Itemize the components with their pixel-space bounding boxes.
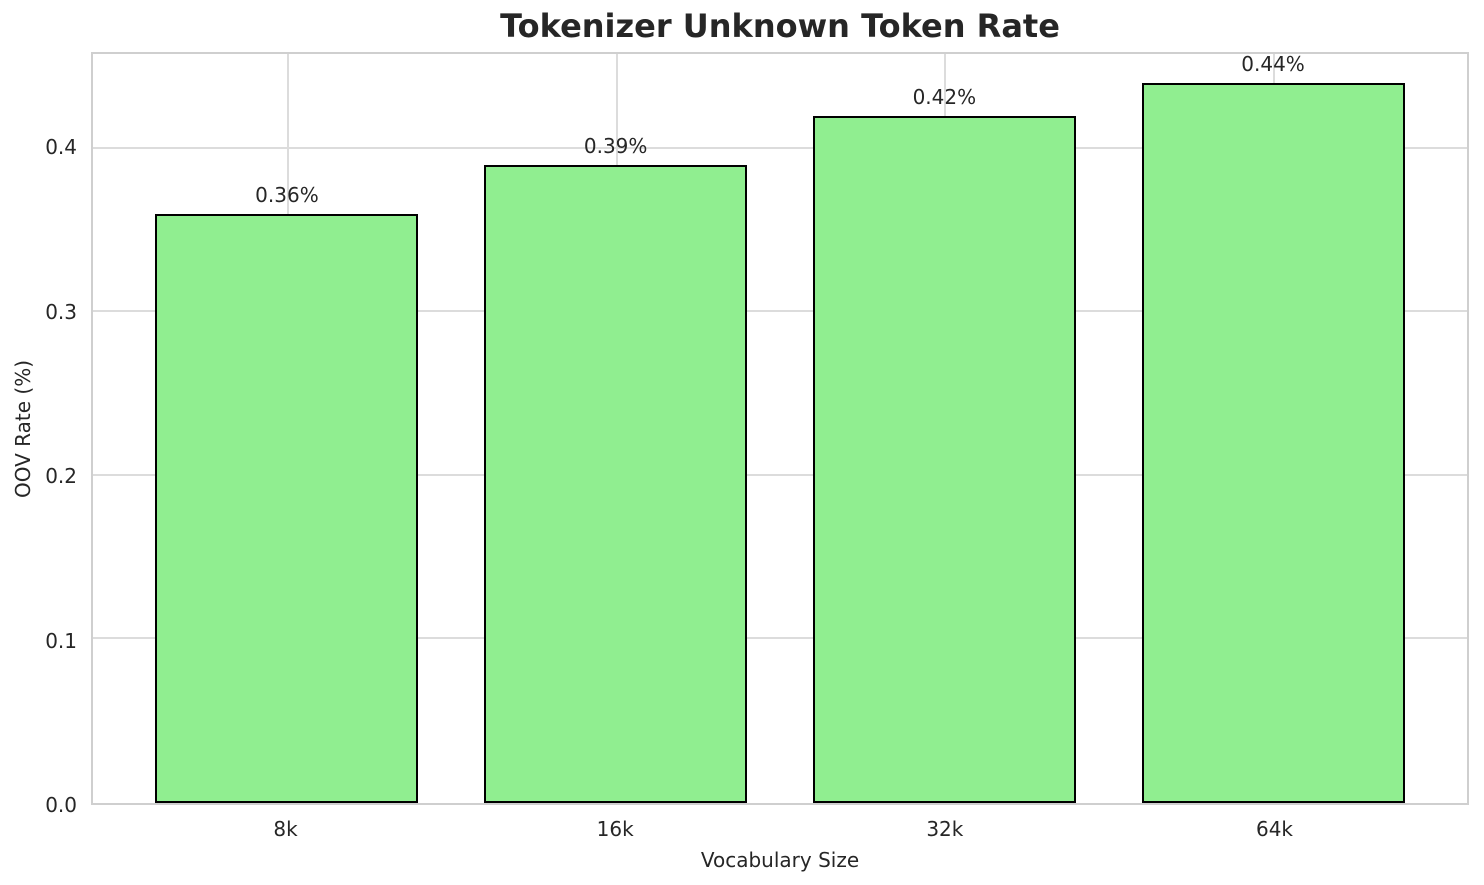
h-gridline: [93, 310, 1467, 313]
x-tick-label-32k: 32k: [926, 817, 964, 841]
y-tick-label: 0.0: [45, 793, 77, 817]
x-tick-label-8k: 8k: [273, 817, 298, 841]
y-tick-label: 0.1: [45, 628, 77, 653]
x-tick-label-16k: 16k: [596, 817, 634, 841]
y-axis-tick-labels: 0.0 0.1 0.2 0.3 0.4: [0, 52, 77, 817]
x-axis-label: Vocabulary Size: [700, 848, 860, 872]
x-axis-tick-labels: 8k 16k 32k 64k: [91, 817, 1469, 845]
bar-value-label: 0.44%: [1241, 52, 1305, 77]
y-tick-label: 0.3: [45, 299, 77, 324]
bar-8k: [155, 214, 419, 803]
plot-area: 0.36% 0.39% 0.42% 0.44%: [91, 52, 1469, 805]
h-gridline: [93, 146, 1467, 149]
bar-value-label: 0.36%: [255, 183, 319, 208]
chart-title: Tokenizer Unknown Token Rate: [500, 7, 1060, 45]
bar-16k: [484, 165, 748, 803]
bar-value-label: 0.42%: [912, 85, 977, 110]
y-tick-label: 0.4: [45, 135, 77, 160]
x-tick-label-64k: 64k: [1255, 817, 1293, 841]
bar-64k: [1141, 83, 1405, 803]
h-gridline: [93, 637, 1467, 640]
bar-32k: [812, 116, 1076, 803]
bar-value-label: 0.39%: [583, 134, 648, 159]
y-tick-label: 0.2: [45, 464, 77, 489]
h-gridline: [93, 473, 1467, 476]
